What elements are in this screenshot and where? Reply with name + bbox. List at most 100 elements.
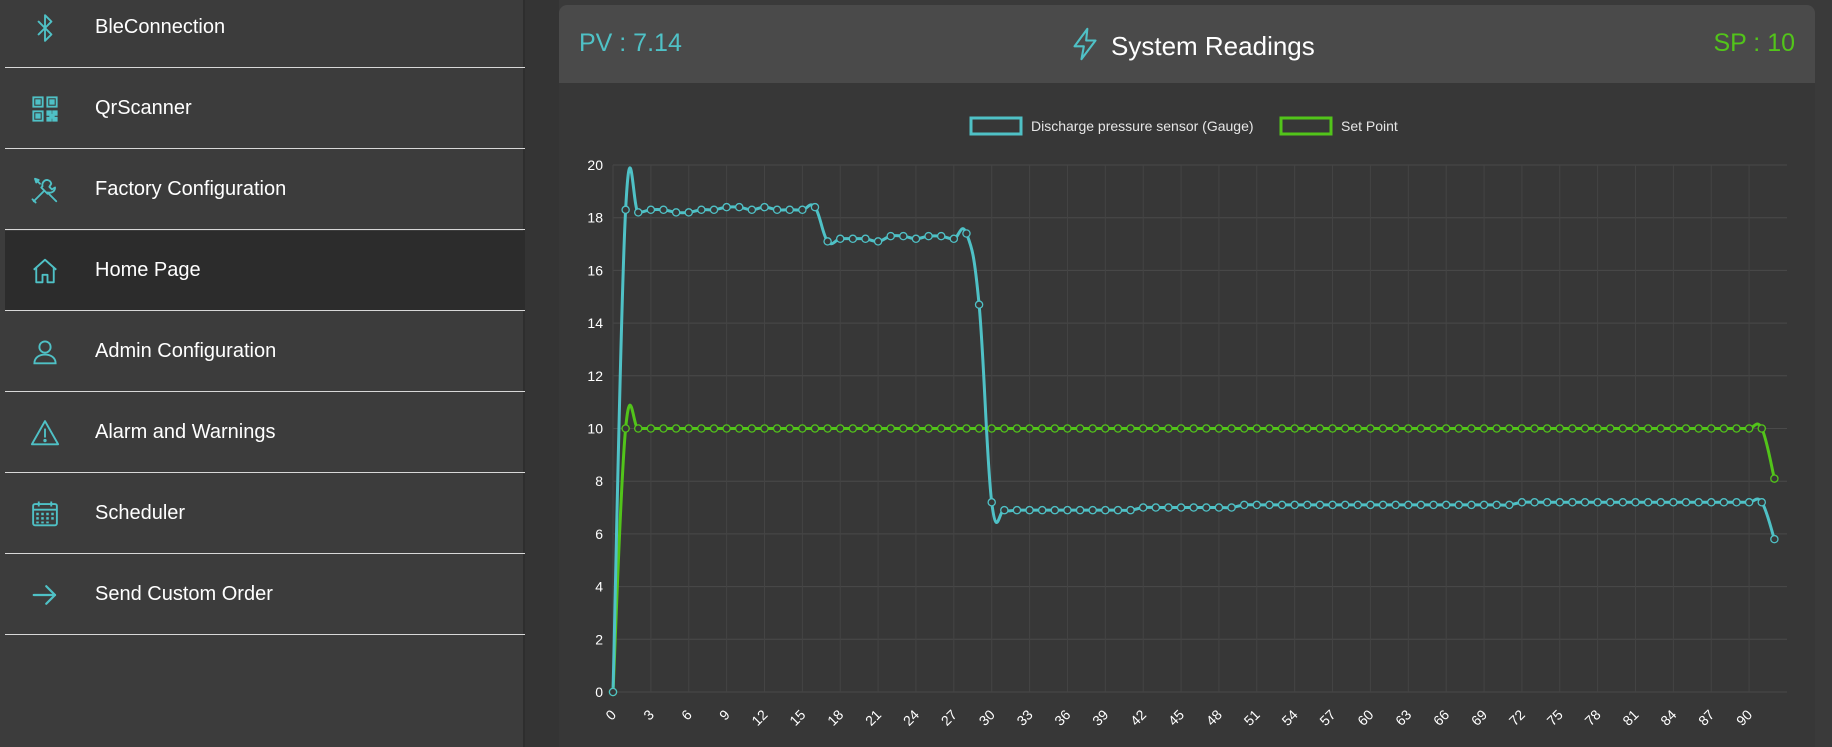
sidebar-item-alarm-and-warnings[interactable]: Alarm and Warnings [5,393,525,473]
data-point [684,424,693,433]
x-tick-label: 24 [900,706,922,728]
data-point [1492,424,1501,433]
y-tick-label: 10 [587,421,603,437]
lightning-icon [1071,27,1099,66]
legend-label: Set Point [1341,118,1398,134]
data-point [1303,500,1312,510]
sidebar-item-admin-configuration[interactable]: Admin Configuration [5,312,525,392]
x-tick-label: 87 [1695,706,1717,728]
data-point [1378,500,1388,510]
data-point [1479,500,1489,510]
data-point [1025,505,1034,515]
data-point [1138,424,1148,433]
data-point [873,424,883,433]
data-point [1441,500,1451,510]
data-point [936,424,946,433]
sidebar-item-factory-configuration[interactable]: Factory Configuration [5,150,525,230]
data-point [835,424,845,433]
y-tick-label: 8 [595,473,603,489]
data-point [1315,424,1325,433]
data-point [1681,424,1691,433]
data-point [785,205,794,215]
data-point [1707,424,1716,433]
pv-value: PV : 7.14 [579,29,682,57]
data-point [1593,498,1602,507]
x-tick-label: 90 [1733,706,1755,728]
data-point [1290,424,1299,433]
x-tick-label: 9 [716,706,733,723]
data-point [1037,505,1047,515]
data-point [1025,424,1034,433]
data-point [722,202,731,212]
sidebar-item-label: Scheduler [95,502,186,524]
sidebar-item-home-page[interactable]: Home Page [5,231,525,311]
data-point [1404,424,1413,433]
data-point [1328,500,1337,510]
x-tick-label: 66 [1430,706,1452,728]
data-point [886,424,895,433]
x-tick-label: 78 [1581,706,1603,728]
data-point [1707,498,1716,507]
data-point [1063,424,1072,433]
sidebar-item-scheduler[interactable]: Scheduler [5,474,525,554]
data-point [1164,424,1173,433]
data-point [974,300,984,309]
legend-swatch [1279,116,1333,136]
data-point [949,424,959,433]
sidebar-item-qrscanner[interactable]: QrScanner [5,69,525,149]
data-point [1631,498,1640,507]
data-point [1681,498,1691,507]
data-point [659,205,668,215]
data-point [1101,505,1110,515]
data-point [1277,500,1287,510]
data-point [1719,498,1729,507]
data-point [1744,424,1754,433]
data-point [835,234,845,244]
data-point [1467,424,1476,433]
home-icon [25,251,65,291]
card-title: System Readings [1111,31,1315,61]
sidebar: BleConnection QrScanner Factory Configur [0,0,525,747]
data-point [873,237,883,246]
x-tick-label: 84 [1657,706,1679,728]
arrow-right-icon [25,575,65,615]
data-point [1618,424,1628,433]
data-point [722,424,731,433]
data-point [987,424,996,433]
data-point [1290,500,1299,510]
data-point [1189,424,1198,433]
data-point [1164,503,1173,512]
data-point [1277,424,1287,433]
data-point [861,424,870,433]
data-point [962,424,971,433]
data-point [1000,424,1009,433]
data-point [1732,498,1741,507]
sidebar-item-send-custom-order[interactable]: Send Custom Order [5,555,525,635]
x-tick-label: 12 [748,706,770,728]
data-point [899,231,908,241]
data-point [1378,424,1388,433]
data-point [1555,424,1565,433]
data-point [1505,424,1514,433]
data-point [911,234,921,244]
data-point [1126,505,1135,515]
data-point [1088,424,1097,433]
data-point [1416,424,1426,433]
x-tick-label: 6 [678,706,695,723]
data-point [671,208,681,217]
data-point [671,424,681,433]
data-point [1012,424,1022,433]
data-point [1214,503,1224,512]
data-point [760,202,769,212]
sidebar-item-label: BleConnection [95,16,226,38]
data-point [1252,424,1262,433]
data-point [1075,505,1085,515]
data-point [1391,500,1400,510]
sidebar-item-bleconnection[interactable]: BleConnection [5,0,525,68]
data-point [1479,424,1489,433]
data-point [1176,503,1186,512]
x-tick-label: 15 [786,706,808,728]
chart-legend: Discharge pressure sensor (Gauge) Set Poi… [969,116,1398,136]
data-point [785,424,794,433]
